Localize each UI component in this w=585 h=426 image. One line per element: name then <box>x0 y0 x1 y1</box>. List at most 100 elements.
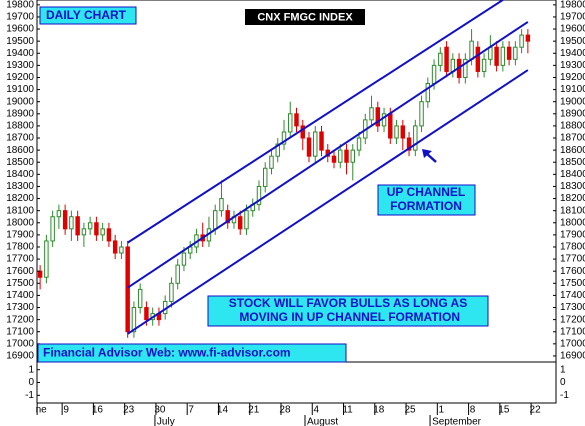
candle-body <box>319 131 324 151</box>
y-tick-label: 17500 <box>6 278 34 289</box>
y-tick-label: 19400 <box>6 48 34 59</box>
y-tick-label: 16900 <box>560 351 585 362</box>
x-tick-label: 23 <box>123 405 135 416</box>
y-tick-label: 17600 <box>6 266 34 277</box>
candle-body <box>369 107 374 121</box>
candle-body <box>331 155 337 163</box>
candle-body <box>350 149 355 163</box>
candle-body <box>137 288 143 309</box>
x-tick-label: 7 <box>188 405 194 416</box>
x-tick-label: 22 <box>530 405 542 416</box>
candle-body <box>131 307 137 333</box>
x-tick-label: 25 <box>404 405 416 416</box>
candle-body <box>438 52 443 66</box>
annotation: FORMATION <box>390 199 462 213</box>
y-tick-label: 18000 <box>560 217 585 228</box>
candle-body <box>288 113 293 133</box>
arrow <box>422 149 437 163</box>
candle-body <box>144 307 149 321</box>
candle-body <box>181 252 187 266</box>
y-tick-label: 19700 <box>560 12 585 23</box>
candle-body <box>481 58 487 72</box>
candle-body <box>37 270 43 278</box>
y2-tick-label: 0 <box>560 377 566 388</box>
candle-body <box>106 228 112 242</box>
candle-body <box>94 222 99 236</box>
x-tick-label: 21 <box>248 405 260 416</box>
y-tick-label: 17900 <box>6 230 34 241</box>
candle-body <box>381 113 387 127</box>
candle-body <box>219 198 224 212</box>
chart-title: CNX FMGC INDEX <box>257 11 353 23</box>
y-tick-label: 18900 <box>6 108 34 119</box>
candle-body <box>225 210 230 224</box>
y-tick-label: 18400 <box>560 169 585 180</box>
annotation-box <box>377 184 476 216</box>
y-tick-label: 18100 <box>560 205 585 216</box>
x-tick-label: 11 <box>342 405 353 416</box>
candle-body <box>100 228 105 236</box>
candle-body <box>212 210 218 230</box>
y-tick-label: 18400 <box>6 169 34 180</box>
y-tick-label: 18800 <box>560 121 585 132</box>
annotation: STOCK WILL FAVOR BULLS AS LONG AS <box>229 296 467 310</box>
annotation: MOVING IN UP CHANNEL FORMATION <box>236 310 460 324</box>
y-tick-label: 19400 <box>560 48 585 59</box>
y2-tick-label: -1 <box>25 390 34 401</box>
y-tick-label: 17000 <box>6 338 34 349</box>
candle-body <box>81 228 87 236</box>
candle-body <box>50 216 55 242</box>
candle-body <box>119 246 124 254</box>
y-tick-label: 17100 <box>6 326 34 337</box>
y2-tick-label: -1 <box>560 390 569 401</box>
channel-line <box>127 21 529 289</box>
y-tick-label: 19500 <box>560 36 585 47</box>
y-tick-label: 18200 <box>560 193 585 204</box>
x-tick-label: 15 <box>498 405 510 416</box>
annotation-box <box>37 343 347 363</box>
candle-body <box>525 34 531 42</box>
y-tick-label: 19700 <box>6 12 34 23</box>
y-tick-label: 18700 <box>560 133 585 144</box>
channel-line <box>127 69 529 335</box>
y2-tick-label: 1 <box>560 364 566 375</box>
y-tick-label: 17200 <box>6 314 34 325</box>
y-tick-label: 17600 <box>560 266 585 277</box>
candle-body <box>263 167 268 187</box>
candle-body <box>87 222 93 230</box>
candle-body <box>413 125 418 151</box>
y-tick-label: 17500 <box>560 278 585 289</box>
candle-body <box>112 240 118 254</box>
month-label: July <box>157 417 175 426</box>
candle-body <box>494 46 499 66</box>
y-tick-label: 18500 <box>6 157 34 168</box>
annotation-box <box>207 295 489 327</box>
y-tick-label: 19600 <box>6 24 34 35</box>
y-tick-label: 18600 <box>6 145 34 156</box>
annotation: DAILY CHART <box>46 8 127 22</box>
y-tick-label: 19600 <box>560 24 585 35</box>
candle-body <box>300 125 305 139</box>
candle-body <box>519 34 524 48</box>
y-tick-label: 19300 <box>6 60 34 71</box>
title-box <box>245 9 365 25</box>
month-label: September <box>432 417 482 426</box>
candle-body <box>375 107 381 127</box>
candle-body <box>338 149 343 163</box>
candle-body <box>450 58 456 72</box>
axes: 1980019800197001970019600196001950019500… <box>6 0 585 426</box>
candle-body <box>394 125 399 139</box>
y-tick-label: 18200 <box>6 193 34 204</box>
y-tick-label: 18000 <box>6 217 34 228</box>
y-tick-label: 18300 <box>6 181 34 192</box>
y-tick-label: 16900 <box>6 351 34 362</box>
candle-body <box>281 131 287 145</box>
candle-body <box>469 40 474 60</box>
y2-tick-label: 1 <box>28 364 34 375</box>
y-tick-label: 19200 <box>6 72 34 83</box>
y-tick-label: 17700 <box>6 254 34 265</box>
candle-body <box>294 113 299 127</box>
y-tick-label: 17900 <box>560 230 585 241</box>
candle-body <box>431 64 437 85</box>
y-tick-label: 19000 <box>560 96 585 107</box>
